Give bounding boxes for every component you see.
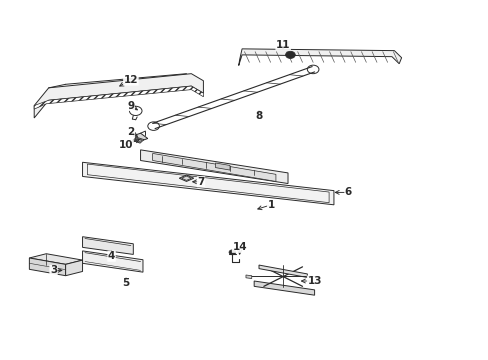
Polygon shape xyxy=(152,153,275,181)
Polygon shape xyxy=(34,86,203,109)
Polygon shape xyxy=(132,138,143,143)
Polygon shape xyxy=(82,237,133,255)
Text: 7: 7 xyxy=(197,177,204,187)
Text: 3: 3 xyxy=(50,265,57,275)
Polygon shape xyxy=(82,162,333,205)
Polygon shape xyxy=(245,275,251,279)
Polygon shape xyxy=(215,163,229,170)
Text: 11: 11 xyxy=(275,40,290,50)
Polygon shape xyxy=(238,49,401,66)
Polygon shape xyxy=(140,150,287,184)
Polygon shape xyxy=(259,265,307,278)
Text: 2: 2 xyxy=(127,127,134,137)
Circle shape xyxy=(228,250,235,255)
Polygon shape xyxy=(29,254,82,264)
Text: 5: 5 xyxy=(122,278,129,288)
Polygon shape xyxy=(34,74,203,118)
Text: 13: 13 xyxy=(307,276,321,286)
Circle shape xyxy=(285,51,295,58)
Text: 1: 1 xyxy=(267,200,274,210)
Text: 8: 8 xyxy=(255,111,262,121)
Polygon shape xyxy=(82,251,142,272)
Polygon shape xyxy=(65,260,82,276)
Text: 12: 12 xyxy=(123,75,138,85)
Polygon shape xyxy=(29,258,65,276)
Text: 4: 4 xyxy=(108,251,115,261)
Polygon shape xyxy=(179,175,193,181)
Text: 10: 10 xyxy=(119,140,133,149)
Polygon shape xyxy=(133,133,147,141)
Text: 6: 6 xyxy=(344,188,351,197)
Polygon shape xyxy=(254,281,314,295)
Text: 9: 9 xyxy=(127,100,134,111)
Text: 14: 14 xyxy=(232,242,246,252)
